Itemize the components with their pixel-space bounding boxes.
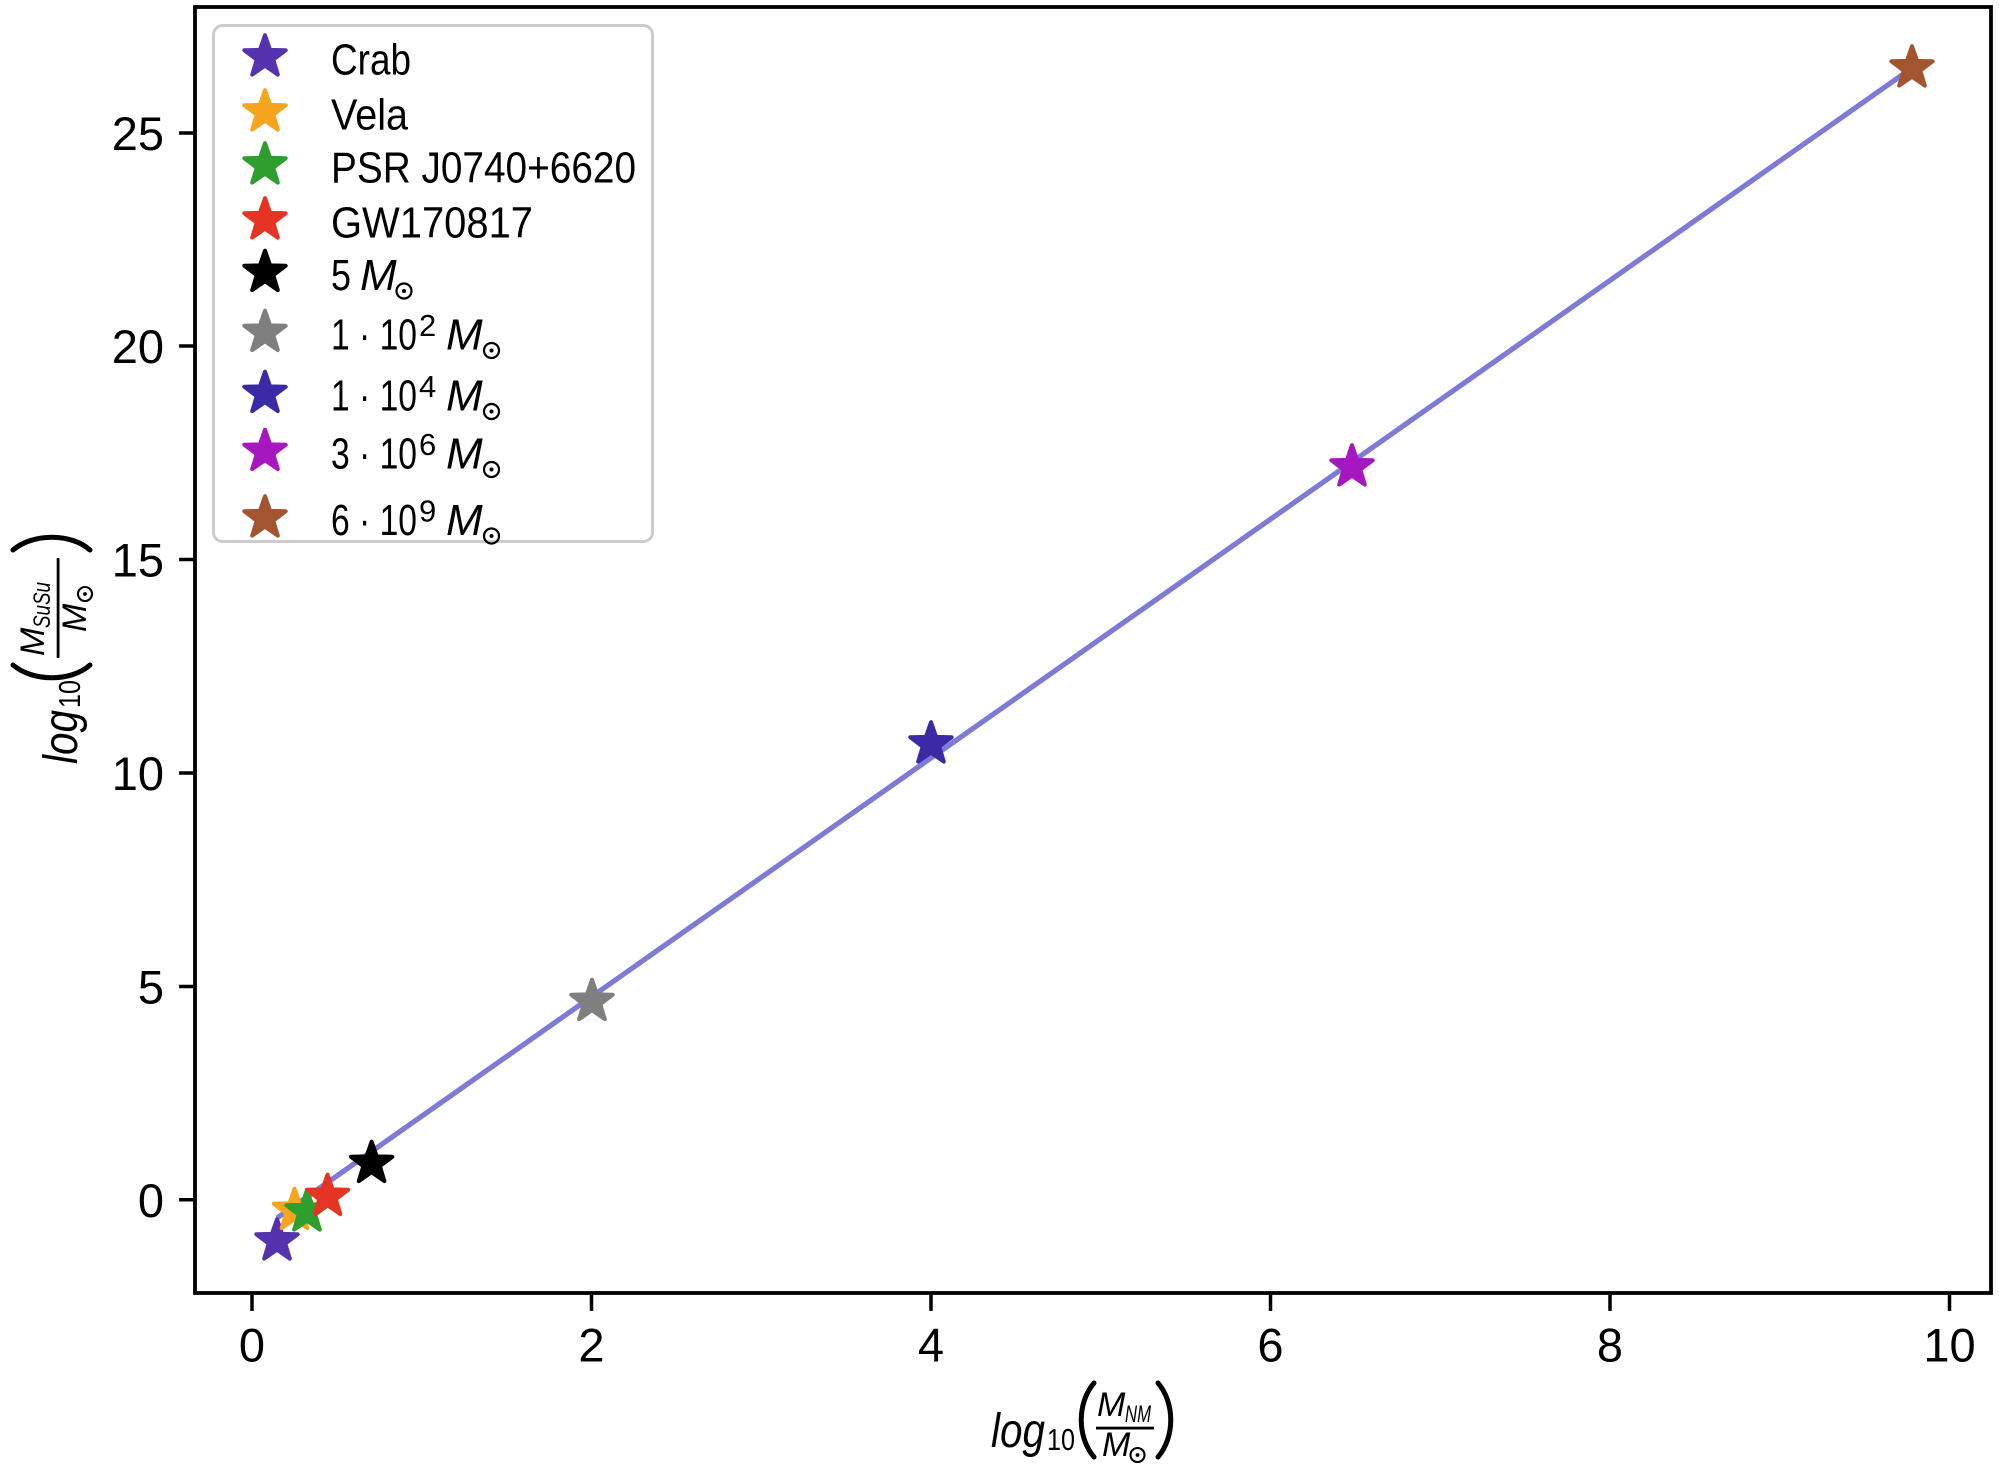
svg-text:GW170817: GW170817 xyxy=(331,199,533,248)
svg-text:6: 6 xyxy=(1257,1319,1283,1372)
svg-text:Vela: Vela xyxy=(331,91,408,140)
svg-text:M: M xyxy=(360,251,397,300)
svg-text:8: 8 xyxy=(1597,1319,1623,1372)
svg-text:M: M xyxy=(14,627,52,656)
svg-text:M: M xyxy=(56,603,94,632)
svg-text:10: 10 xyxy=(112,747,164,800)
svg-text:1 · 10: 1 · 10 xyxy=(331,311,417,360)
svg-text:PSR J0740+6620: PSR J0740+6620 xyxy=(331,144,636,193)
svg-text:1 · 10: 1 · 10 xyxy=(331,372,417,421)
svg-text:M: M xyxy=(446,311,483,360)
svg-text:M: M xyxy=(446,430,483,479)
svg-text:0: 0 xyxy=(239,1319,265,1372)
svg-text:6: 6 xyxy=(419,427,436,462)
svg-text:6 · 10: 6 · 10 xyxy=(331,496,417,545)
svg-text:M: M xyxy=(1097,1386,1126,1424)
svg-text:SuSu: SuSu xyxy=(29,582,56,628)
svg-text:NM: NM xyxy=(1125,1401,1151,1428)
svg-text:M: M xyxy=(446,372,483,421)
svg-text:2: 2 xyxy=(578,1319,604,1372)
svg-text:M: M xyxy=(446,496,483,545)
svg-text:0: 0 xyxy=(138,1174,164,1227)
svg-text:10: 10 xyxy=(52,680,87,708)
svg-text:10: 10 xyxy=(1923,1319,1975,1372)
svg-text:M: M xyxy=(1102,1426,1131,1464)
svg-text:15: 15 xyxy=(112,534,164,587)
svg-text:4: 4 xyxy=(419,369,436,404)
svg-text:log: log xyxy=(35,710,88,764)
svg-text:2: 2 xyxy=(419,308,436,343)
svg-text:10: 10 xyxy=(1047,1422,1075,1457)
svg-text:25: 25 xyxy=(112,107,164,160)
svg-text:log: log xyxy=(991,1405,1045,1458)
svg-text:5: 5 xyxy=(138,961,164,1014)
svg-text:5: 5 xyxy=(331,251,351,300)
svg-text:9: 9 xyxy=(419,494,436,529)
svg-text:3 · 10: 3 · 10 xyxy=(331,430,417,479)
svg-text:20: 20 xyxy=(112,320,164,373)
svg-text:4: 4 xyxy=(918,1319,944,1372)
svg-text:Crab: Crab xyxy=(331,36,411,85)
